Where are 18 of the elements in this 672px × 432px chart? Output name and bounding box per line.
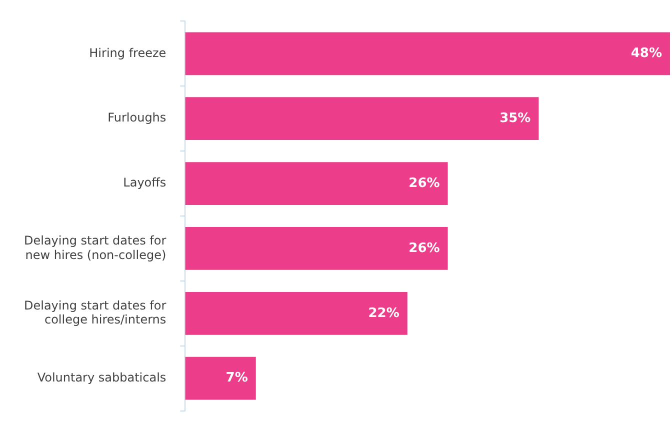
- y-tick-label: Delaying start dates for new hires (non-college): [24, 233, 166, 262]
- bar: [185, 356, 256, 400]
- y-tick-label: Furloughs: [108, 110, 166, 125]
- bar: [185, 162, 448, 205]
- data-label: 48%: [630, 46, 662, 62]
- bar: [185, 32, 670, 76]
- data-label: 26%: [408, 240, 440, 256]
- y-tick-label: Hiring freeze: [89, 46, 166, 60]
- bar: [185, 227, 448, 270]
- bar: [185, 97, 539, 140]
- y-tick-label: Layoffs: [123, 176, 166, 190]
- y-tick-label: Delaying start dates for college hires/interns: [24, 298, 166, 327]
- data-label: 7%: [226, 370, 248, 386]
- bar: [185, 292, 408, 335]
- y-tick-label: Voluntary sabbaticals: [37, 370, 166, 384]
- data-label: 26%: [408, 176, 440, 191]
- data-label: 35%: [500, 110, 531, 126]
- data-label: 22%: [368, 306, 400, 321]
